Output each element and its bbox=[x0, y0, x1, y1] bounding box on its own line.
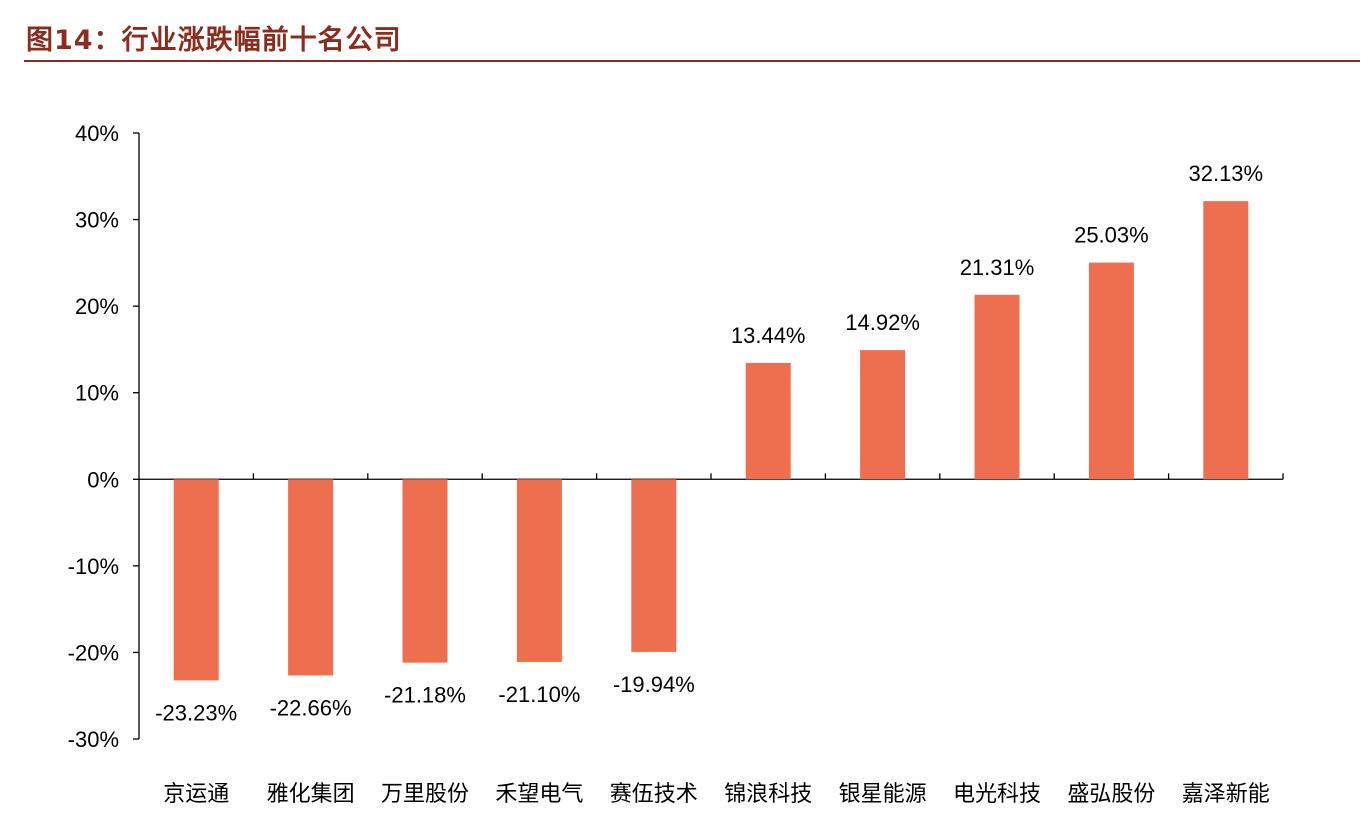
y-tick-label: 30% bbox=[75, 208, 119, 233]
category-label: 赛伍技术 bbox=[610, 782, 698, 807]
category-label: 万里股份 bbox=[381, 782, 469, 807]
category-label: 盛弘股份 bbox=[1067, 782, 1155, 807]
chart-data-labels: -23.23% -22.66% -21.18% -21.10% -19.94% 13.44… bbox=[155, 161, 1263, 725]
bar bbox=[402, 479, 448, 663]
chart-bars bbox=[173, 201, 1249, 681]
data-label: 13.44% bbox=[731, 323, 806, 348]
figure-title: 图14：行业涨跌幅前十名公司 bbox=[26, 25, 402, 56]
y-tick-label: -20% bbox=[68, 640, 119, 665]
data-label: 14.92% bbox=[845, 310, 920, 335]
y-tick-label: -10% bbox=[68, 554, 119, 579]
data-label: -23.23% bbox=[155, 700, 237, 725]
data-label: -19.94% bbox=[613, 672, 695, 697]
data-label: 32.13% bbox=[1188, 161, 1263, 186]
bar bbox=[745, 362, 791, 480]
category-label: 银星能源 bbox=[839, 782, 927, 807]
bar bbox=[516, 479, 562, 662]
category-label: 京运通 bbox=[163, 782, 229, 807]
y-tick-label: -30% bbox=[68, 727, 119, 752]
y-tick-label: 20% bbox=[75, 294, 119, 319]
data-label: -21.18% bbox=[384, 683, 466, 708]
category-label: 锦浪科技 bbox=[724, 782, 812, 807]
figure-header: 图14：行业涨跌幅前十名公司 bbox=[24, 14, 1360, 62]
bar bbox=[1203, 201, 1249, 480]
category-label: 电光科技 bbox=[953, 782, 1041, 807]
y-tick-label: 0% bbox=[87, 467, 119, 492]
bar bbox=[1088, 262, 1134, 480]
bar bbox=[974, 294, 1020, 480]
bar bbox=[860, 350, 906, 480]
y-tick-label: 40% bbox=[75, 121, 119, 146]
bar bbox=[288, 479, 334, 676]
category-label: 禾望电气 bbox=[495, 782, 583, 807]
bar bbox=[631, 479, 677, 652]
category-label: 雅化集团 bbox=[267, 782, 355, 807]
category-label: 嘉泽新能 bbox=[1182, 782, 1270, 807]
data-label: -21.10% bbox=[498, 682, 580, 707]
y-tick-label: 10% bbox=[75, 381, 119, 406]
bar bbox=[173, 479, 219, 681]
data-label: 25.03% bbox=[1074, 223, 1149, 248]
data-label: 21.31% bbox=[960, 255, 1035, 280]
data-label: -22.66% bbox=[270, 695, 352, 720]
chart-category-labels: 京运通 雅化集团 万里股份 禾望电气 赛伍技术 锦浪科技 银星能源 电光科技 盛弘股份 嘉泽新能 bbox=[163, 782, 1270, 807]
